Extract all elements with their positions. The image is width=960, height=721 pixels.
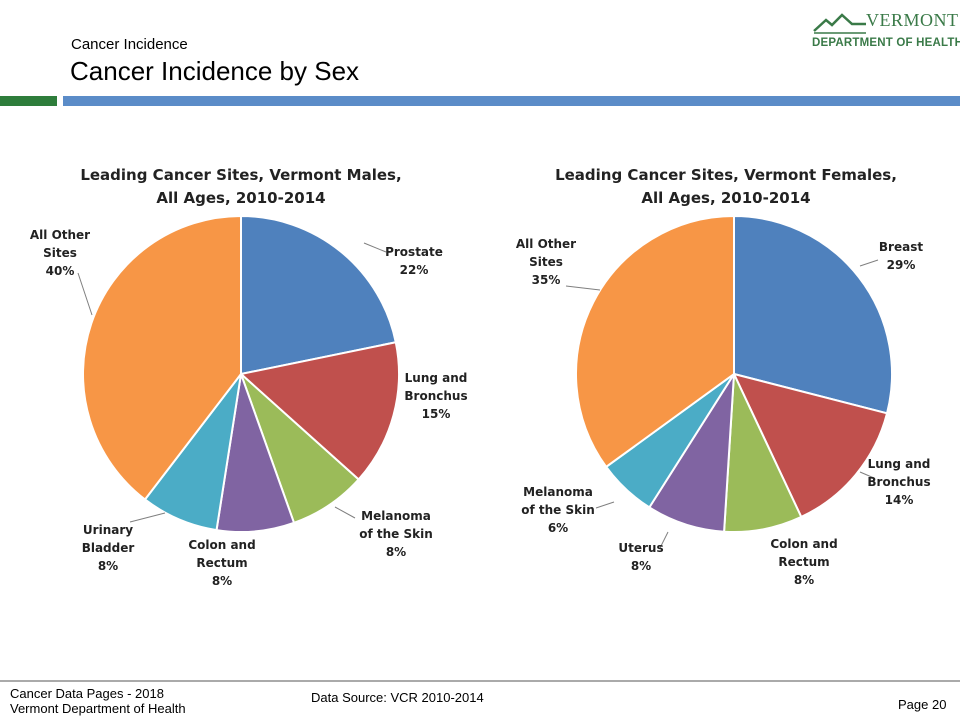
leader-line <box>859 471 875 479</box>
pie-chart-females: Leading Cancer Sites, Vermont Females, Al… <box>516 166 931 587</box>
mountain-icon <box>813 13 866 34</box>
footer-divider <box>0 680 960 682</box>
pie-slice-lung-and-bronchus <box>732 372 889 519</box>
chart-title: All Ages, 2010-2014 <box>641 189 810 207</box>
leader-line <box>595 501 615 509</box>
pie-slice-all-other-sites <box>575 214 735 469</box>
footer-line-2: Vermont Department of Health <box>10 701 186 716</box>
leader-line <box>859 259 879 267</box>
logo-name: VERMONT <box>866 10 959 30</box>
slice-label: Melanoma of the Skin 8% <box>359 509 433 559</box>
page-title: Cancer Incidence by Sex <box>70 56 360 86</box>
slice-label: Colon and Rectum 8% <box>770 537 837 587</box>
pie-slice-all-other-sites <box>82 214 242 501</box>
slice-label: Melanoma of the Skin 6% <box>521 485 595 535</box>
leader-line <box>565 285 601 291</box>
leader-line <box>129 512 166 523</box>
chart-title: Leading Cancer Sites, Vermont Females, <box>555 166 897 184</box>
leader-line <box>77 272 93 316</box>
pie-chart-males: Leading Cancer Sites, Vermont Males, All … <box>30 166 468 588</box>
slice-label: Lung and Bronchus 14% <box>867 457 930 507</box>
slice-label: Prostate 22% <box>385 245 443 277</box>
header-bar-blue <box>63 96 960 106</box>
slice-label: Lung and Bronchus 15% <box>404 371 467 421</box>
slice-label: All Other Sites 40% <box>30 228 90 278</box>
pie-slice-prostate <box>240 214 397 376</box>
slice-label: Breast 29% <box>879 240 923 272</box>
pie-slice-lung-and-bronchus <box>238 341 400 481</box>
leader-line <box>659 531 669 549</box>
slice-label: All Other Sites 35% <box>516 237 576 287</box>
footer-line-1: Cancer Data Pages - 2018 <box>10 686 164 701</box>
vermont-health-logo: VERMONT DEPARTMENT OF HEALTH <box>812 8 960 56</box>
leader-line <box>363 242 387 253</box>
slice-label: Urinary Bladder 8% <box>82 523 135 573</box>
chart-title: Leading Cancer Sites, Vermont Males, <box>80 166 401 184</box>
chart-title: All Ages, 2010-2014 <box>156 189 325 207</box>
data-source: Data Source: VCR 2010-2014 <box>311 690 484 705</box>
header-bar-green <box>0 96 57 106</box>
pie-charts: Leading Cancer Sites, Vermont Males, All … <box>30 166 931 588</box>
page-subtitle: Cancer Incidence <box>71 36 188 53</box>
footer-credits: Cancer Data Pages - 2018 Vermont Departm… <box>10 686 186 716</box>
slice-label: Uterus 8% <box>618 541 663 573</box>
page-number: Page 20 <box>898 697 947 712</box>
logo-department: DEPARTMENT OF HEALTH <box>812 37 960 49</box>
pie-slice-breast <box>733 214 893 415</box>
leader-line <box>334 506 356 519</box>
slice-label: Colon and Rectum 8% <box>188 538 255 588</box>
